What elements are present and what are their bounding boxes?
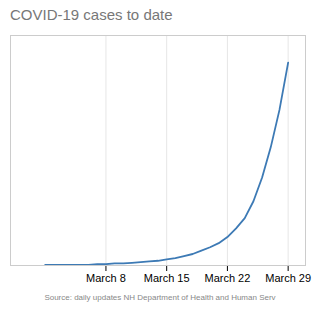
svg-text:March 8: March 8 — [86, 272, 126, 284]
svg-text:March 22: March 22 — [204, 272, 250, 284]
html-text:COVID-19 cases to date: COVID-19 cases to date — [10, 6, 173, 23]
html-text:Source: daily updates NH Depar: Source: daily updates NH Department of H… — [44, 293, 276, 302]
svg-text:March 15: March 15 — [144, 272, 190, 284]
svg-text:March 29: March 29 — [265, 272, 311, 284]
